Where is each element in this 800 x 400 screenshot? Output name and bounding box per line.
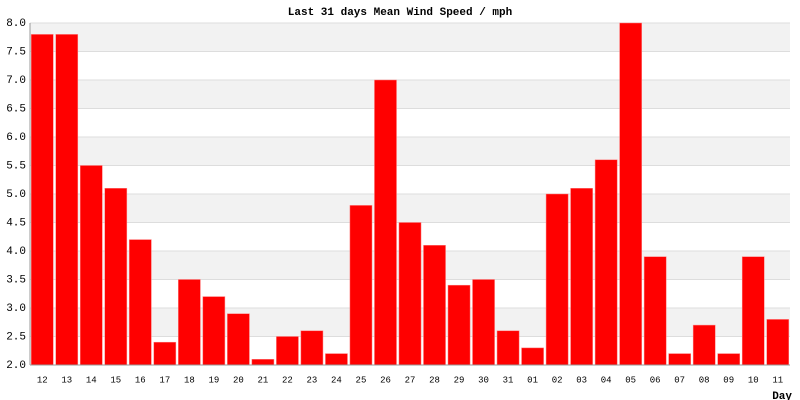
- y-tick-label: 2.5: [6, 331, 26, 343]
- grid-band: [30, 23, 790, 52]
- x-tick-label: 24: [331, 375, 342, 385]
- y-tick-label: 5.0: [6, 189, 26, 201]
- x-tick-label: 06: [650, 375, 661, 385]
- chart-title: Last 31 days Mean Wind Speed / mph: [288, 7, 512, 19]
- grid-band: [30, 80, 790, 109]
- x-tick-label: 19: [208, 375, 219, 385]
- x-tick-label: 10: [748, 375, 759, 385]
- x-tick-label: 12: [37, 375, 48, 385]
- bar: [251, 359, 275, 366]
- y-tick-label: 7.0: [6, 75, 26, 87]
- y-tick-label: 4.0: [6, 246, 26, 258]
- grid-band: [30, 137, 790, 166]
- x-tick-label: 04: [601, 375, 612, 385]
- x-tick-label: 17: [159, 375, 170, 385]
- bar: [202, 296, 226, 366]
- bar: [496, 330, 520, 366]
- y-tick-label: 3.5: [6, 274, 26, 286]
- bar: [30, 34, 54, 366]
- x-axis-label: Day: [772, 391, 792, 400]
- x-tick-label: 08: [699, 375, 710, 385]
- x-tick-label: 30: [478, 375, 489, 385]
- bar: [692, 324, 716, 366]
- bar: [668, 353, 691, 366]
- bar: [349, 205, 373, 366]
- y-tick-label: 8.0: [6, 18, 26, 30]
- x-tick-label: 05: [625, 375, 636, 385]
- bar: [447, 284, 471, 366]
- x-tick-label: 18: [184, 375, 195, 385]
- y-tick-label: 4.5: [6, 217, 26, 229]
- x-tick-label: 02: [552, 375, 563, 385]
- bar: [521, 347, 544, 366]
- bar: [643, 256, 667, 366]
- y-tick-label: 6.5: [6, 103, 26, 115]
- x-tick-label: 28: [429, 375, 440, 385]
- x-tick-label: 13: [61, 375, 72, 385]
- x-tick-label: 27: [405, 375, 416, 385]
- x-tick-label: 25: [356, 375, 367, 385]
- x-tick-label: 07: [674, 375, 685, 385]
- bar: [619, 22, 642, 366]
- bar: [594, 159, 618, 366]
- y-tick-label: 2.0: [6, 360, 26, 372]
- x-tick-label: 16: [135, 375, 146, 385]
- y-tick-label: 5.5: [6, 160, 26, 172]
- bar: [423, 245, 446, 366]
- bar: [398, 222, 422, 366]
- x-tick-label: 22: [282, 375, 293, 385]
- bar: [717, 353, 740, 366]
- bar: [55, 34, 79, 366]
- x-tick-label: 01: [527, 375, 538, 385]
- bar: [325, 353, 348, 366]
- bar: [153, 341, 177, 366]
- bar: [570, 188, 593, 366]
- x-tick-label: 23: [307, 375, 318, 385]
- bar: [104, 188, 128, 366]
- bar: [766, 319, 790, 366]
- x-tick-label: 26: [380, 375, 391, 385]
- bar: [80, 165, 103, 366]
- bar: [374, 79, 397, 366]
- x-tick-label: 20: [233, 375, 244, 385]
- bar: [300, 330, 324, 366]
- x-tick-label: 15: [110, 375, 121, 385]
- x-tick-label: 14: [86, 375, 97, 385]
- x-tick-label: 09: [723, 375, 734, 385]
- bar: [472, 279, 495, 366]
- y-tick-label: 6.0: [6, 132, 26, 144]
- x-tick-label: 29: [454, 375, 465, 385]
- bar: [178, 279, 201, 366]
- bar: [545, 193, 569, 366]
- y-tick-label: 7.5: [6, 46, 26, 58]
- grid-band: [30, 194, 790, 223]
- x-tick-label: 31: [503, 375, 514, 385]
- bar: [129, 239, 152, 366]
- x-tick-label: 11: [772, 375, 783, 385]
- bar: [741, 256, 765, 366]
- y-tick-label: 3.0: [6, 303, 26, 315]
- bar: [276, 336, 299, 366]
- x-tick-label: 03: [576, 375, 587, 385]
- x-tick-label: 21: [257, 375, 268, 385]
- bar: [227, 313, 250, 366]
